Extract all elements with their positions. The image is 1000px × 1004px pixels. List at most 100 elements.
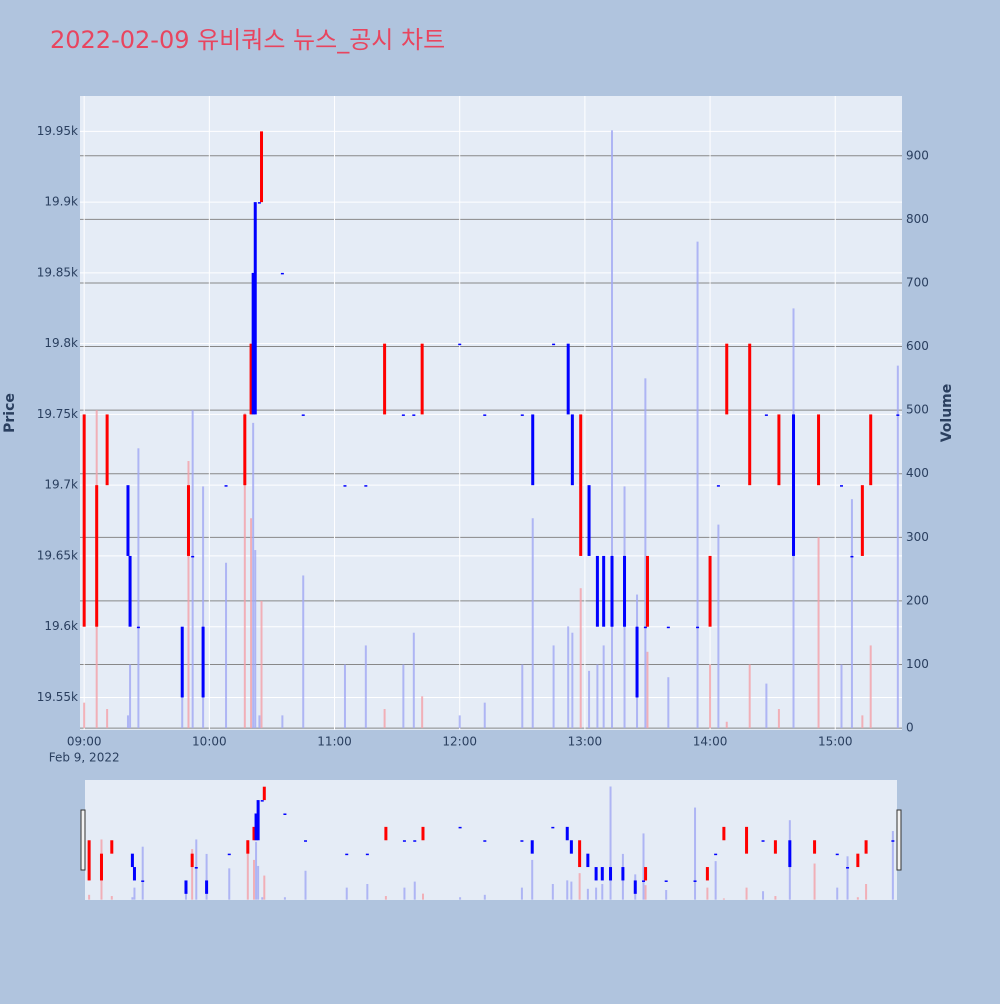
x-tick-label: 09:00 <box>67 735 102 749</box>
mini-candle-body <box>644 867 648 881</box>
y2-tick-label: 200 <box>906 593 929 607</box>
mini-candle-body <box>190 853 194 868</box>
candle-body <box>249 343 253 415</box>
volume-bar <box>254 550 257 729</box>
range-handle-right[interactable] <box>896 809 902 871</box>
mini-candle-body <box>813 840 817 854</box>
mini-candle-body <box>594 867 598 881</box>
mini-volume-bar <box>195 839 198 900</box>
volume-bar <box>850 499 853 729</box>
mini-volume-bar <box>345 887 348 900</box>
volume-bar <box>596 664 599 729</box>
y-tick-label: 19.85k <box>37 265 78 279</box>
volume-bar <box>106 709 109 729</box>
range-handle-left[interactable] <box>80 809 86 871</box>
mini-volume-bar <box>263 875 266 900</box>
candle-body <box>531 414 535 486</box>
mini-volume-bar <box>578 873 581 900</box>
mini-volume-bar <box>774 896 777 900</box>
candle-body <box>666 626 670 629</box>
y-tick-label: 19.6k <box>44 619 78 633</box>
candle-body <box>383 343 387 415</box>
candle-body <box>725 343 729 415</box>
mini-candle-body <box>458 826 462 829</box>
mini-candle-body <box>345 853 349 856</box>
candle-body <box>253 202 257 415</box>
mini-volume-bar <box>891 831 894 900</box>
mini-candle-body <box>252 826 256 841</box>
mini-volume-bar <box>304 870 307 900</box>
volume-bar <box>602 645 605 729</box>
volume-bar <box>225 562 228 729</box>
candle-body <box>224 485 228 487</box>
candle-body <box>483 414 487 416</box>
volume-bar <box>402 664 405 729</box>
mini-candle-body <box>246 840 250 854</box>
mini-volume-bar <box>856 897 859 900</box>
mini-volume-bar <box>665 890 668 900</box>
volume-bar <box>579 588 582 729</box>
candle-body <box>839 485 843 487</box>
mini-candle-body <box>551 826 555 829</box>
y-tick-label: 19.7k <box>44 478 78 492</box>
mini-candle-body <box>520 840 524 842</box>
mini-candle-body <box>761 840 765 842</box>
x-tick-label: 15:00 <box>818 735 853 749</box>
candle-body <box>645 555 649 627</box>
mini-volume-bar <box>813 863 816 900</box>
mini-volume-bar <box>745 887 748 900</box>
mini-volume-bar <box>252 859 255 900</box>
y-tick-label: 19.75k <box>37 407 78 421</box>
y-axis-title: Price <box>2 393 18 433</box>
candle-body <box>186 485 190 556</box>
mini-candle-body <box>304 840 308 842</box>
mini-candle-body <box>254 813 258 841</box>
mini-volume-bar <box>609 786 612 900</box>
mini-volume-bar <box>133 887 136 900</box>
range-slider[interactable] <box>85 780 897 900</box>
volume-bar <box>412 632 415 729</box>
volume-bar <box>748 664 751 729</box>
y2-tick-label: 800 <box>906 212 929 226</box>
mini-candle-body <box>184 880 188 894</box>
volume-bar <box>421 696 424 729</box>
candle-body <box>817 414 821 486</box>
mini-candle-body <box>283 813 287 815</box>
volume-bar <box>252 422 255 729</box>
mini-volume-bar <box>257 865 260 900</box>
volume-bar <box>611 130 614 729</box>
mini-volume-bar <box>836 887 839 900</box>
mini-candle-body <box>365 853 369 856</box>
volume-bar <box>126 715 129 729</box>
candle-body <box>566 343 570 415</box>
mini-candle-body <box>846 867 850 869</box>
candle-body <box>643 626 647 629</box>
volume-bar <box>667 677 670 729</box>
mini-candle-body <box>87 840 91 881</box>
mini-volume-bar <box>586 888 589 900</box>
candle-body <box>777 414 781 486</box>
candle-body <box>412 414 416 416</box>
mini-volume-bar <box>694 807 697 900</box>
candle-body <box>260 131 264 203</box>
mini-volume-bar <box>366 883 369 900</box>
mini-candle-body <box>99 853 103 881</box>
mini-volume-bar <box>191 849 194 900</box>
mini-candle-body <box>421 826 425 841</box>
y2-tick-label: 500 <box>906 403 929 417</box>
mini-candle-body <box>856 853 860 868</box>
mini-candle-body <box>402 840 406 842</box>
volume-bar <box>765 683 768 729</box>
candle-body <box>401 414 405 416</box>
mini-candle-body <box>110 840 114 854</box>
mini-volume-bar <box>551 883 554 900</box>
mini-candle-body <box>205 880 209 894</box>
volume-bar <box>840 664 843 729</box>
mini-candle-body <box>530 840 534 854</box>
volume-bar <box>202 486 205 729</box>
x-tick-sublabel: Feb 9, 2022 <box>49 751 120 765</box>
mini-candle-body <box>194 867 198 869</box>
volume-bar <box>458 715 461 729</box>
mini-volume-bar <box>88 894 91 900</box>
